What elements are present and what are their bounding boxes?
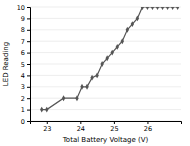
tick: 3 [21, 83, 30, 91]
point [111, 50, 114, 56]
tick-label: 7 [21, 38, 25, 46]
tick-mark [27, 87, 30, 88]
tick-label: 26 [144, 125, 152, 133]
grid-line [30, 109, 181, 110]
tick-mark [114, 121, 115, 124]
grid-line [30, 75, 181, 76]
point [100, 61, 103, 67]
grid-line [30, 64, 181, 65]
tick: 23 [43, 121, 51, 133]
point [80, 84, 83, 90]
tick: 10 [17, 4, 30, 12]
series [40, 7, 179, 113]
tick-label: 0 [21, 118, 25, 126]
grid-line [30, 98, 181, 99]
tick-mark [27, 53, 30, 54]
x-axis: 23 24 25 26 [31, 121, 182, 133]
tick: 25 [110, 121, 118, 133]
tick: 5 [21, 61, 30, 69]
tick-label: 23 [43, 125, 51, 133]
tick: 0 [21, 118, 30, 126]
tick-mark [27, 98, 30, 99]
point [171, 7, 174, 10]
grid-line [30, 52, 181, 53]
tick-label: 1 [21, 106, 25, 114]
tick-mark [80, 121, 81, 124]
tick: 24 [77, 121, 85, 133]
tick-label: 8 [21, 26, 25, 34]
point [141, 7, 144, 10]
y-axis: 0 1 2 3 4 5 6 7 8 9 10 [17, 4, 31, 126]
point [85, 84, 88, 90]
tick-mark [27, 75, 30, 76]
point [151, 7, 154, 10]
tick-mark [27, 41, 30, 42]
tick-mark [27, 7, 30, 8]
point [121, 38, 124, 44]
point [62, 95, 65, 101]
tick: 9 [21, 15, 30, 23]
point [161, 7, 164, 10]
axis-line [31, 122, 182, 125]
tick-label: 3 [21, 83, 25, 91]
grid-line [30, 41, 181, 42]
point [126, 27, 129, 33]
tick-label: 10 [17, 4, 25, 12]
point [105, 55, 108, 61]
tick-mark [27, 110, 30, 111]
point [176, 7, 179, 10]
tick-label: 6 [21, 49, 25, 57]
tick: 7 [21, 38, 30, 46]
tick-mark [27, 30, 30, 31]
tick-label: 24 [77, 125, 85, 133]
point [40, 107, 43, 113]
grid [30, 7, 181, 121]
point [90, 75, 93, 81]
tick: 26 [144, 121, 152, 133]
grid-line [30, 18, 181, 19]
tick-label: 4 [21, 72, 25, 80]
tick-label: 5 [21, 61, 25, 69]
point [131, 21, 134, 27]
tick: 8 [21, 26, 30, 34]
tick-mark [27, 64, 30, 65]
line [42, 7, 178, 110]
y-axis-title: LED Reading [2, 42, 10, 86]
point [146, 7, 149, 10]
x-axis-title: Total Battery Voltage (V) [62, 136, 149, 144]
tick-mark [47, 121, 48, 124]
axis-line [27, 8, 31, 122]
point [75, 95, 78, 101]
tick: 6 [21, 49, 30, 57]
point [45, 107, 48, 113]
tick-mark [147, 121, 148, 124]
tick-label: 9 [21, 15, 25, 23]
grid-line [30, 29, 181, 30]
tick: 4 [21, 72, 30, 80]
point [116, 44, 119, 50]
tick-mark [27, 18, 30, 19]
point [136, 15, 139, 21]
tick: 1 [21, 106, 30, 114]
chart: 23242526012345678910Total Battery Voltag… [0, 0, 190, 146]
point [95, 72, 98, 78]
grid-line [30, 86, 181, 87]
tick-mark [27, 121, 30, 122]
tick-label: 25 [110, 125, 118, 133]
tick-label: 2 [21, 95, 25, 103]
plot: 23242526012345678910 [17, 4, 182, 133]
point [166, 7, 169, 10]
tick: 2 [21, 95, 30, 103]
point [156, 7, 159, 10]
